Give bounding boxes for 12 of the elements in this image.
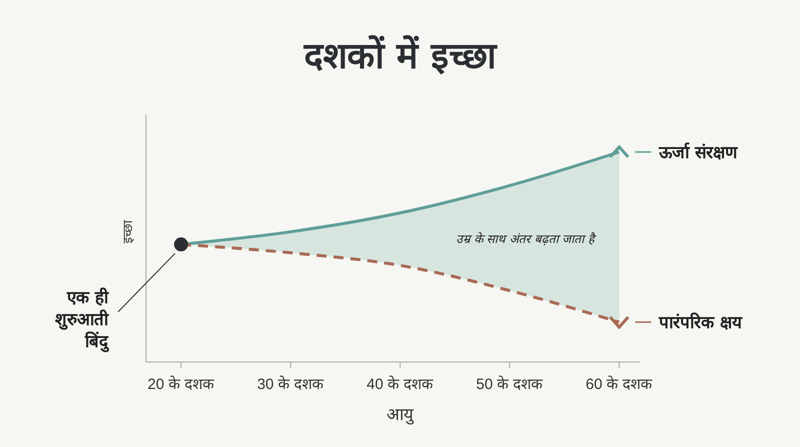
- annotation: उम्र के साथ अंतर बढ़ता जाता है: [456, 232, 597, 246]
- x-tick-label: 30 के दशक: [257, 375, 324, 393]
- x-tick-label: 60 के दशक: [586, 375, 653, 393]
- x-axis-title: आयु: [386, 405, 414, 425]
- legend-label: ऊर्जा संरक्षण: [658, 142, 738, 163]
- x-tick-label: 50 के दशक: [476, 375, 544, 393]
- legend-label: पारंपरिक क्षय: [658, 312, 744, 334]
- text: एक ही शुरुआती बिंदु: [55, 287, 110, 353]
- x-tick-label: 40 के दशक: [366, 375, 434, 393]
- x-tick-label: 20 के दशक: [148, 375, 215, 393]
- chart-title: दशकों में इच्छा: [302, 35, 498, 77]
- y-axis-title: इच्छा: [121, 220, 136, 244]
